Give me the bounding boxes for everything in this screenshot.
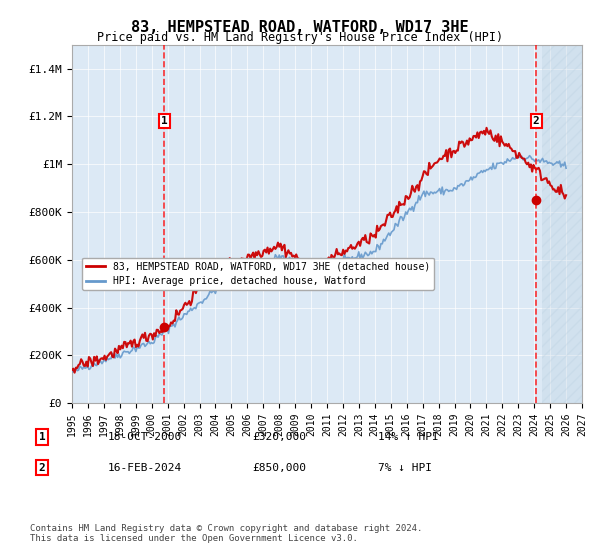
Bar (542, 45, 582, 403)
Text: 18-OCT-2000: 18-OCT-2000 (108, 432, 182, 442)
Text: £320,000: £320,000 (252, 432, 306, 442)
Legend: 83, HEMPSTEAD ROAD, WATFORD, WD17 3HE (detached house), HPI: Average price, deta: 83, HEMPSTEAD ROAD, WATFORD, WD17 3HE (d… (82, 258, 434, 290)
Text: 2: 2 (533, 116, 539, 126)
Text: 7% ↓ HPI: 7% ↓ HPI (378, 463, 432, 473)
Text: Price paid vs. HM Land Registry's House Price Index (HPI): Price paid vs. HM Land Registry's House … (97, 31, 503, 44)
Text: £850,000: £850,000 (252, 463, 306, 473)
Text: 2: 2 (38, 463, 46, 473)
Text: Contains HM Land Registry data © Crown copyright and database right 2024.
This d: Contains HM Land Registry data © Crown c… (30, 524, 422, 543)
Text: 1: 1 (161, 116, 168, 126)
Text: 1: 1 (38, 432, 46, 442)
Text: 14% ↑ HPI: 14% ↑ HPI (378, 432, 439, 442)
Text: 16-FEB-2024: 16-FEB-2024 (108, 463, 182, 473)
Text: 83, HEMPSTEAD ROAD, WATFORD, WD17 3HE: 83, HEMPSTEAD ROAD, WATFORD, WD17 3HE (131, 20, 469, 35)
